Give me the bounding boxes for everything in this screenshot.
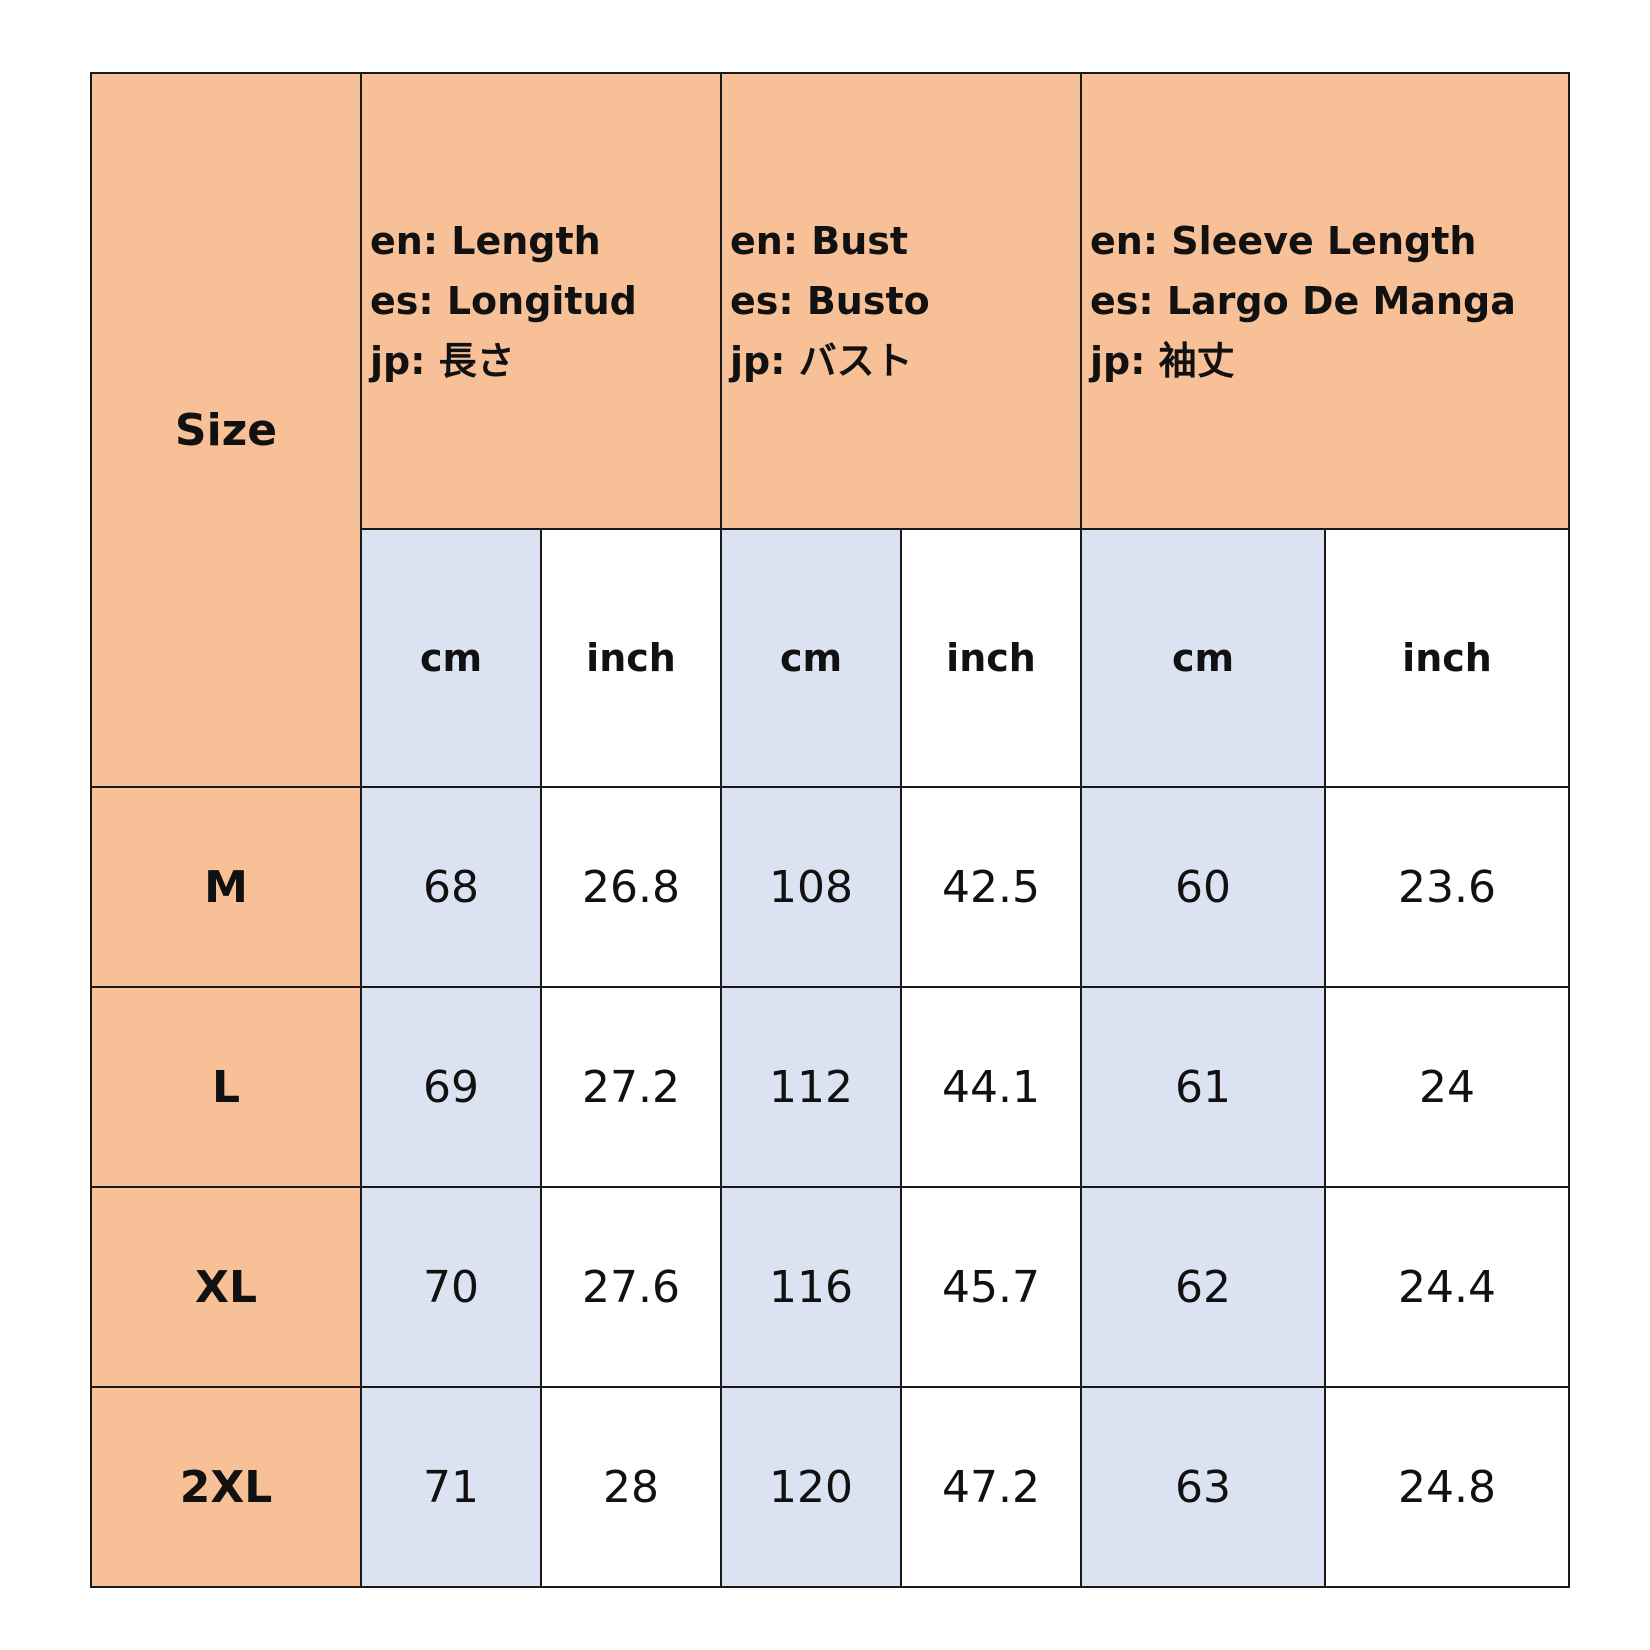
size-column-header: Size (90, 72, 362, 788)
bust-inch-cell: 45.7 (900, 1186, 1082, 1388)
bust-cm-cell: 108 (720, 786, 902, 988)
table-row: 2XL 71 28 120 47.2 63 24.8 (90, 1386, 1570, 1588)
unit-inch: inch (900, 528, 1082, 788)
sleeve-label-es: es: Largo De Manga (1090, 279, 1516, 323)
bust-inch-cell: 42.5 (900, 786, 1082, 988)
length-inch-cell: 27.6 (540, 1186, 722, 1388)
bust-cm-cell: 120 (720, 1386, 902, 1588)
unit-inch: inch (1324, 528, 1570, 788)
table-row: XL 70 27.6 116 45.7 62 24.4 (90, 1186, 1570, 1388)
bust-cm-cell: 116 (720, 1186, 902, 1388)
bust-inch-cell: 44.1 (900, 986, 1082, 1188)
length-cm-cell: 68 (360, 786, 542, 988)
size-label: L (90, 986, 362, 1188)
size-chart-table: Size en: Length es: Longitud jp: 長さ en: … (90, 72, 1570, 1588)
bust-inch-cell: 47.2 (900, 1386, 1082, 1588)
sleeve-cm-cell: 60 (1080, 786, 1326, 988)
sleeve-length-header: en: Sleeve Length es: Largo De Manga jp:… (1080, 72, 1570, 530)
unit-cm: cm (1080, 528, 1326, 788)
size-label: XL (90, 1186, 362, 1388)
length-inch-cell: 28 (540, 1386, 722, 1588)
sleeve-inch-cell: 24.4 (1324, 1186, 1570, 1388)
unit-cm: cm (720, 528, 902, 788)
table-row: M 68 26.8 108 42.5 60 23.6 (90, 786, 1570, 988)
sleeve-cm-cell: 61 (1080, 986, 1326, 1188)
length-cm-cell: 70 (360, 1186, 542, 1388)
sleeve-label-jp: jp: 袖丈 (1090, 339, 1235, 383)
length-header: en: Length es: Longitud jp: 長さ (360, 72, 722, 530)
length-inch-cell: 27.2 (540, 986, 722, 1188)
length-label-jp: jp: 長さ (370, 339, 515, 383)
unit-cm: cm (360, 528, 542, 788)
bust-label-jp: jp: バスト (730, 339, 913, 383)
size-label: 2XL (90, 1386, 362, 1588)
length-label-es: es: Longitud (370, 279, 637, 323)
bust-label-es: es: Busto (730, 279, 930, 323)
unit-inch: inch (540, 528, 722, 788)
length-cm-cell: 71 (360, 1386, 542, 1588)
sleeve-cm-cell: 62 (1080, 1186, 1326, 1388)
sleeve-inch-cell: 24 (1324, 986, 1570, 1188)
size-label: M (90, 786, 362, 988)
sleeve-cm-cell: 63 (1080, 1386, 1326, 1588)
bust-label-en: en: Bust (730, 219, 909, 263)
length-label-en: en: Length (370, 219, 601, 263)
sleeve-inch-cell: 24.8 (1324, 1386, 1570, 1588)
bust-header: en: Bust es: Busto jp: バスト (720, 72, 1082, 530)
sleeve-label-en: en: Sleeve Length (1090, 219, 1477, 263)
length-cm-cell: 69 (360, 986, 542, 1188)
length-inch-cell: 26.8 (540, 786, 722, 988)
bust-cm-cell: 112 (720, 986, 902, 1188)
sleeve-inch-cell: 23.6 (1324, 786, 1570, 988)
table-row: L 69 27.2 112 44.1 61 24 (90, 986, 1570, 1188)
